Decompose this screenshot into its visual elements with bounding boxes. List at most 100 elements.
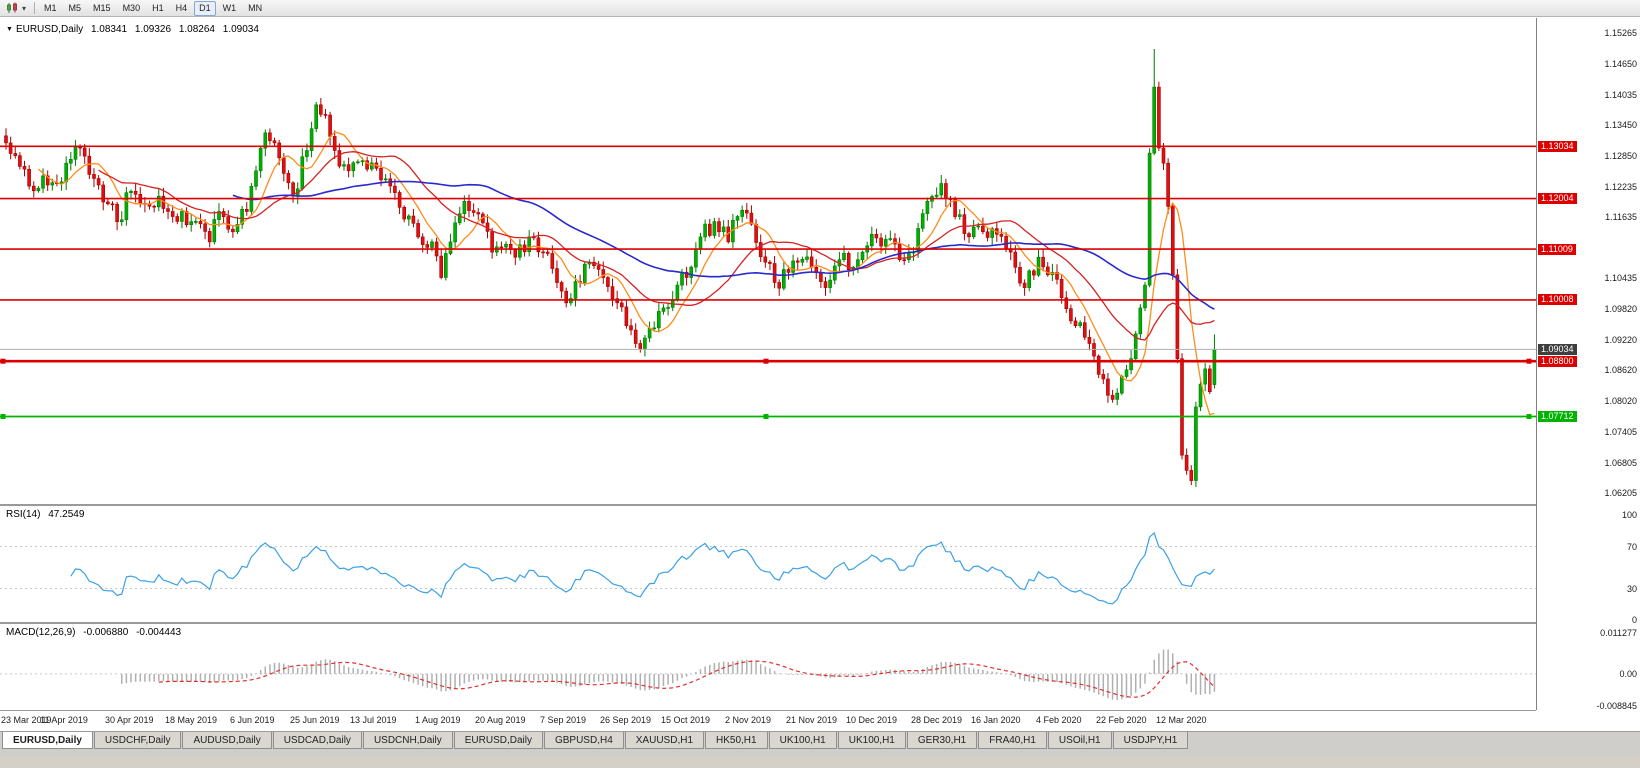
rsi-line xyxy=(70,531,1215,605)
chart-tab-xauusd-h1[interactable]: XAUUSD,H1 xyxy=(624,732,705,749)
price-axis-label: 1.08020 xyxy=(1604,396,1637,406)
timeframe-button-h1[interactable]: H1 xyxy=(152,2,164,13)
rsi-axis-label: 0 xyxy=(1631,615,1637,625)
date-label: 21 Nov 2019 xyxy=(786,715,838,725)
price-axis: 1.15265 1.14650 1.14035 1.13450 1.12850 1.122… xyxy=(1536,18,1640,711)
date-label: 28 Dec 2019 xyxy=(911,715,963,725)
ohlc-high: 1.09326 xyxy=(134,24,172,35)
line-handle[interactable] xyxy=(763,358,769,364)
timeframe-button-m5[interactable]: M5 xyxy=(68,2,82,13)
date-label: 2 Nov 2019 xyxy=(725,715,772,725)
macd-axis-label: -0.008845 xyxy=(1596,701,1637,711)
price-badge-1.07712: 1.07712 xyxy=(1538,411,1577,422)
timeframe-button-w1[interactable]: W1 xyxy=(222,2,237,13)
macd-label-overlay: MACD(12,26,9) -0.006880 -0.004443 xyxy=(6,627,181,638)
date-label: 30 Apr 2019 xyxy=(105,715,154,725)
chart-collapse-icon[interactable]: ▼ xyxy=(6,26,13,33)
macd-signal-line xyxy=(158,660,1215,698)
date-label: 11 Apr 2019 xyxy=(40,715,88,725)
rsi-indicator-panel[interactable] xyxy=(0,506,1536,622)
toolbar-separator xyxy=(34,2,36,14)
candlestick-series xyxy=(4,49,1217,488)
chart-tab-usdchf-daily[interactable]: USDCHF,Daily xyxy=(93,732,182,749)
timeframe-button-d1[interactable]: D1 xyxy=(194,0,216,16)
timeframe-toolbar: ▾ M1 M5 M15 M30 H1 H4 D1 W1 MN xyxy=(0,0,1640,17)
chart-tab-hk50-h1[interactable]: HK50,H1 xyxy=(705,732,768,749)
chart-type-icon[interactable] xyxy=(4,1,21,15)
price-axis-label: 1.10435 xyxy=(1604,273,1637,283)
chart-tab-usdjpy-h1[interactable]: USDJPY,H1 xyxy=(1112,732,1189,749)
date-label: 4 Feb 2020 xyxy=(1036,715,1082,725)
price-badge-1.13034: 1.13034 xyxy=(1538,141,1577,152)
timeframe-button-mn[interactable]: MN xyxy=(248,2,263,13)
rsi-label: RSI(14) xyxy=(6,509,41,520)
macd-signal-value: -0.004443 xyxy=(136,627,182,638)
price-axis-label: 1.12235 xyxy=(1604,182,1637,192)
macd-histogram xyxy=(121,649,1216,701)
rsi-label-overlay: RSI(14) 47.2549 xyxy=(6,509,84,520)
price-badge-1.08800: 1.08800 xyxy=(1538,356,1577,367)
line-handle[interactable] xyxy=(0,358,6,364)
price-axis-label: 1.07405 xyxy=(1604,427,1637,437)
chart-tab-gbpusd-h4[interactable]: GBPUSD,H4 xyxy=(543,732,624,749)
current-price-badge: 1.09034 xyxy=(1538,344,1577,355)
ohlc-low: 1.08264 xyxy=(178,24,215,35)
price-axis-label: 1.13450 xyxy=(1604,120,1637,130)
macd-indicator-panel[interactable] xyxy=(0,624,1536,710)
date-label: 10 Dec 2019 xyxy=(846,715,898,725)
price-axis-label: 1.06805 xyxy=(1604,458,1637,468)
timeframe-button-m30[interactable]: M30 xyxy=(122,2,141,13)
date-label: 18 May 2019 xyxy=(165,715,218,725)
price-axis-label: 1.08620 xyxy=(1604,365,1637,375)
date-label: 15 Oct 2019 xyxy=(661,715,711,725)
chart-tab-uk100-h1[interactable]: UK100,H1 xyxy=(768,732,837,749)
chart-tab-ger30-h1[interactable]: GER30,H1 xyxy=(906,732,978,749)
price-badge-1.11009: 1.11009 xyxy=(1538,244,1576,255)
timeframe-button-m15[interactable]: M15 xyxy=(93,2,111,13)
timeframe-buttons: M1 M5 M15 M30 H1 H4 D1 W1 MN xyxy=(39,0,269,16)
date-label: 13 Jul 2019 xyxy=(350,715,397,725)
time-axis: 23 Mar 2019 11 Apr 2019 30 Apr 2019 18 May … xyxy=(0,710,1536,732)
line-handle[interactable] xyxy=(763,414,769,419)
panel-splitter-macd[interactable] xyxy=(0,622,1640,624)
date-label: 1 Aug 2019 xyxy=(415,715,461,725)
chart-tab-uk100-h1[interactable]: UK100,H1 xyxy=(837,732,906,749)
price-axis-label: 1.09220 xyxy=(1604,335,1637,345)
price-axis-label: 1.09820 xyxy=(1604,304,1637,314)
line-handle[interactable] xyxy=(1526,414,1532,419)
price-axis-label: 1.14035 xyxy=(1604,90,1637,100)
rsi-axis-label: 100 xyxy=(1621,510,1637,520)
chart-title-overlay: ▼ EURUSD,Daily 1.08341 1.09326 1.08264 1.… xyxy=(6,24,259,35)
chart-tab-usoil-h1[interactable]: USOil,H1 xyxy=(1047,732,1112,749)
rsi-value: 47.2549 xyxy=(48,509,85,520)
date-label: 7 Sep 2019 xyxy=(540,715,587,725)
main-price-chart[interactable] xyxy=(0,18,1536,504)
dropdown-caret-icon[interactable]: ▾ xyxy=(22,3,27,13)
price-badge-1.12004: 1.12004 xyxy=(1538,193,1577,204)
price-axis-label: 1.06205 xyxy=(1604,488,1637,498)
chart-tab-fra40-h1[interactable]: FRA40,H1 xyxy=(978,732,1047,749)
chart-tab-audusd-daily[interactable]: AUDUSD,Daily xyxy=(182,732,272,749)
ohlc-close: 1.09034 xyxy=(222,24,259,35)
chart-tabs-bar: EURUSD,Daily USDCHF,Daily AUDUSD,Daily USDC… xyxy=(0,731,1640,755)
chart-tab-eurusd-daily[interactable]: EURUSD,Daily xyxy=(2,732,93,749)
price-axis-label: 1.15265 xyxy=(1604,28,1637,38)
rsi-axis-label: 30 xyxy=(1626,584,1637,594)
rsi-axis-label: 70 xyxy=(1626,542,1637,552)
date-label: 6 Jun 2019 xyxy=(230,715,275,725)
timeframe-button-m1[interactable]: M1 xyxy=(44,2,57,13)
line-handle[interactable] xyxy=(1526,358,1532,364)
price-axis-label: 1.14650 xyxy=(1604,59,1637,69)
mid-ma-line xyxy=(98,151,1215,341)
date-label: 23 Mar 2019 xyxy=(1,715,52,725)
chart-title: EURUSD,Daily xyxy=(15,24,84,35)
slow-ma-line xyxy=(232,180,1215,310)
line-handle[interactable] xyxy=(0,414,6,419)
chart-tab-eurusd-daily[interactable]: EURUSD,Daily xyxy=(453,732,543,749)
timeframe-button-h4[interactable]: H4 xyxy=(175,2,188,13)
panel-splitter-rsi[interactable] xyxy=(0,504,1640,506)
chart-tab-usdcad-daily[interactable]: USDCAD,Daily xyxy=(272,732,362,749)
chart-tab-usdcnh-daily[interactable]: USDCNH,Daily xyxy=(362,732,453,749)
date-label: 22 Feb 2020 xyxy=(1096,715,1147,725)
date-label: 25 Jun 2019 xyxy=(290,715,340,725)
